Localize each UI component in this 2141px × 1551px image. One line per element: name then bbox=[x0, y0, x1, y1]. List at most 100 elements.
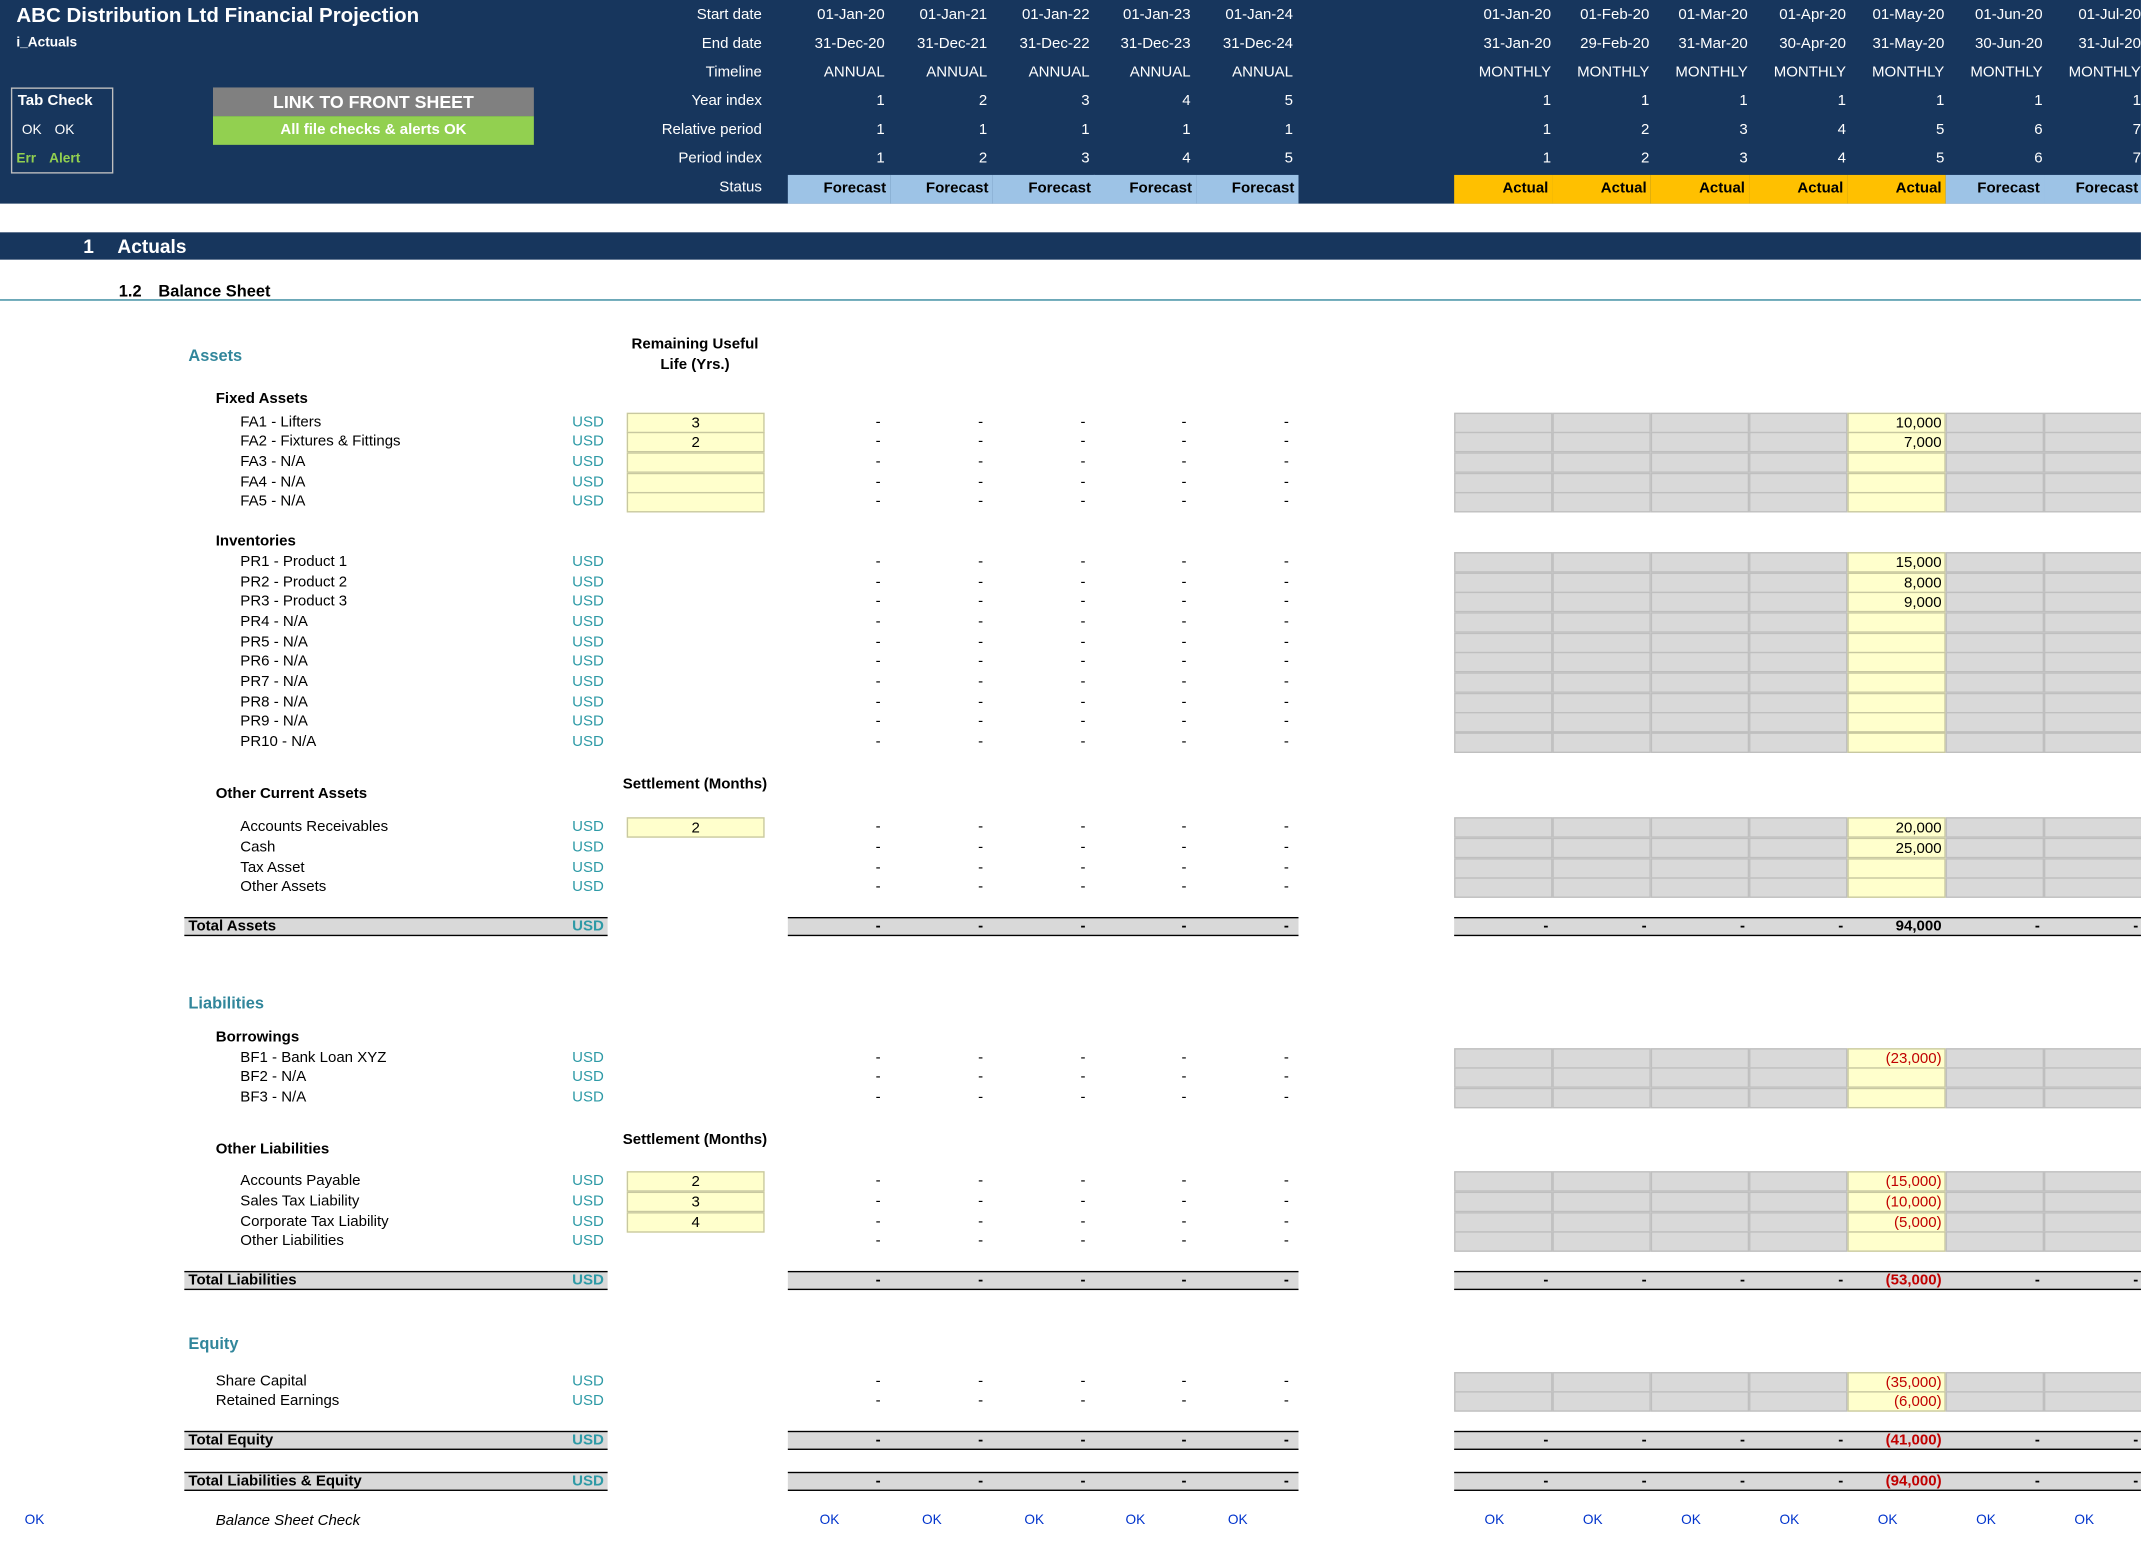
monthly-total: - bbox=[1739, 1272, 1745, 1289]
total-bar-monthly bbox=[1454, 1471, 2141, 1491]
check-ok-monthly: OK bbox=[1681, 1512, 1701, 1528]
actual-input-cell[interactable] bbox=[1847, 858, 1946, 879]
annual-value: - bbox=[978, 433, 984, 450]
line-item-label: PR4 - N/A bbox=[240, 613, 308, 631]
actual-input-cell[interactable] bbox=[1847, 672, 1946, 693]
assumption-input[interactable] bbox=[626, 452, 765, 473]
actual-input-cell[interactable]: 8,000 bbox=[1847, 572, 1946, 594]
actual-input-cell[interactable]: 20,000 bbox=[1847, 817, 1946, 838]
status-badge: Forecast bbox=[1945, 174, 2045, 204]
hdr-monthly-timeline: MONTHLY bbox=[1478, 64, 1552, 81]
actual-input-cell[interactable] bbox=[1847, 711, 1946, 733]
actual-input-cell[interactable] bbox=[1847, 1067, 1946, 1088]
status-badge: Actual bbox=[1454, 174, 1553, 204]
hdr-monthly-relative-period: 1 bbox=[1542, 121, 1552, 139]
monthly-cell bbox=[1945, 572, 2045, 594]
monthly-cell bbox=[1749, 1212, 1848, 1233]
monthly-cell bbox=[1454, 1087, 1553, 1109]
monthly-cell bbox=[1749, 632, 1848, 654]
monthly-cell bbox=[1749, 732, 1848, 753]
line-item-label: Sales Tax Liability bbox=[240, 1193, 360, 1210]
annual-total: - bbox=[1080, 918, 1086, 935]
annual-value: - bbox=[1181, 733, 1187, 751]
assumption-input[interactable]: 2 bbox=[626, 1171, 765, 1192]
hdr-annual-timeline: ANNUAL bbox=[1129, 64, 1191, 81]
assumption-input[interactable]: 2 bbox=[626, 817, 765, 838]
actual-input-cell[interactable] bbox=[1847, 612, 1946, 633]
actual-input-cell[interactable]: (23,000) bbox=[1847, 1048, 1946, 1069]
actual-input-cell[interactable] bbox=[1847, 732, 1946, 753]
annual-value: - bbox=[978, 474, 984, 491]
annual-value: - bbox=[875, 1213, 881, 1230]
monthly-cell bbox=[2044, 651, 2141, 673]
assumption-input[interactable]: 4 bbox=[626, 1212, 765, 1233]
monthly-cell bbox=[1945, 1212, 2045, 1233]
actual-input-cell[interactable] bbox=[1847, 877, 1946, 898]
total-label: Total Liabilities & Equity bbox=[188, 1473, 362, 1490]
annual-total: - bbox=[875, 1432, 881, 1449]
actual-input-cell[interactable]: (6,000) bbox=[1847, 1391, 1946, 1412]
annual-value: - bbox=[1181, 1049, 1187, 1066]
start-date-label: Start date bbox=[696, 6, 762, 24]
monthly-cell bbox=[1945, 877, 2045, 898]
unit-label: USD bbox=[572, 1392, 604, 1409]
actual-input-cell[interactable] bbox=[1847, 1087, 1946, 1109]
actual-input-cell[interactable] bbox=[1847, 692, 1946, 714]
annual-value: - bbox=[978, 859, 984, 876]
assumption-input[interactable]: 3 bbox=[626, 1191, 765, 1213]
monthly-cell bbox=[2044, 732, 2141, 753]
annual-value: - bbox=[978, 1392, 984, 1409]
actual-input-cell[interactable]: 25,000 bbox=[1847, 837, 1946, 859]
check-ok-annual: OK bbox=[1227, 1512, 1248, 1528]
annual-value: - bbox=[1283, 1089, 1289, 1106]
monthly-cell bbox=[1650, 431, 1750, 453]
unit-label: USD bbox=[572, 1232, 604, 1250]
monthly-cell bbox=[1650, 1212, 1750, 1233]
actual-input-cell[interactable]: (10,000) bbox=[1847, 1191, 1946, 1213]
monthly-cell bbox=[2044, 858, 2141, 879]
annual-value: - bbox=[875, 1172, 881, 1189]
monthly-cell bbox=[1945, 591, 2045, 613]
col-header-settlement-liabilities: Settlement (Months) bbox=[622, 1131, 768, 1148]
actual-input-cell[interactable] bbox=[1847, 632, 1946, 654]
assumption-input[interactable] bbox=[626, 472, 765, 494]
timeline-label: Timeline bbox=[705, 64, 762, 81]
monthly-cell bbox=[1454, 817, 1553, 838]
annual-value: - bbox=[1181, 694, 1187, 711]
annual-value: - bbox=[1080, 1392, 1086, 1409]
actual-input-cell[interactable] bbox=[1847, 491, 1946, 513]
line-item-label: Cash bbox=[240, 839, 276, 856]
link-to-front-sheet-button[interactable]: LINK TO FRONT SHEET bbox=[213, 87, 534, 117]
assumption-input[interactable]: 3 bbox=[626, 412, 765, 434]
monthly-total: - bbox=[1543, 1272, 1549, 1289]
actual-input-cell[interactable]: 10,000 bbox=[1847, 412, 1946, 434]
actual-input-cell[interactable]: 15,000 bbox=[1847, 552, 1946, 573]
assumption-input[interactable] bbox=[626, 491, 765, 513]
check-ok-monthly: OK bbox=[1582, 1512, 1603, 1528]
annual-value: - bbox=[978, 653, 984, 670]
actual-input-cell[interactable]: 7,000 bbox=[1847, 431, 1946, 453]
monthly-cell bbox=[2044, 572, 2141, 594]
assumption-input[interactable]: 2 bbox=[626, 431, 765, 453]
status-badge: Actual bbox=[1749, 174, 1848, 204]
check-ok-monthly: OK bbox=[2074, 1512, 2095, 1528]
hdr-annual-year-index: 4 bbox=[1182, 92, 1191, 110]
unit-label: USD bbox=[572, 1213, 604, 1230]
actual-input-cell[interactable]: (5,000) bbox=[1847, 1212, 1946, 1233]
annual-value: - bbox=[875, 653, 881, 670]
monthly-cell bbox=[1454, 491, 1553, 513]
annual-value: - bbox=[1181, 1068, 1187, 1086]
annual-value: - bbox=[875, 493, 881, 510]
actual-input-cell[interactable] bbox=[1847, 651, 1946, 673]
actual-input-cell[interactable] bbox=[1847, 1231, 1946, 1252]
actual-input-cell[interactable]: (35,000) bbox=[1847, 1372, 1946, 1393]
monthly-cell bbox=[1454, 837, 1553, 859]
actual-input-cell[interactable]: 9,000 bbox=[1847, 591, 1946, 613]
actual-input-cell[interactable] bbox=[1847, 472, 1946, 494]
actual-input-cell[interactable]: (15,000) bbox=[1847, 1171, 1946, 1192]
monthly-total: - bbox=[2133, 1432, 2139, 1449]
actual-input-cell[interactable] bbox=[1847, 452, 1946, 473]
monthly-cell bbox=[1945, 1191, 2045, 1213]
monthly-cell bbox=[2044, 632, 2141, 654]
